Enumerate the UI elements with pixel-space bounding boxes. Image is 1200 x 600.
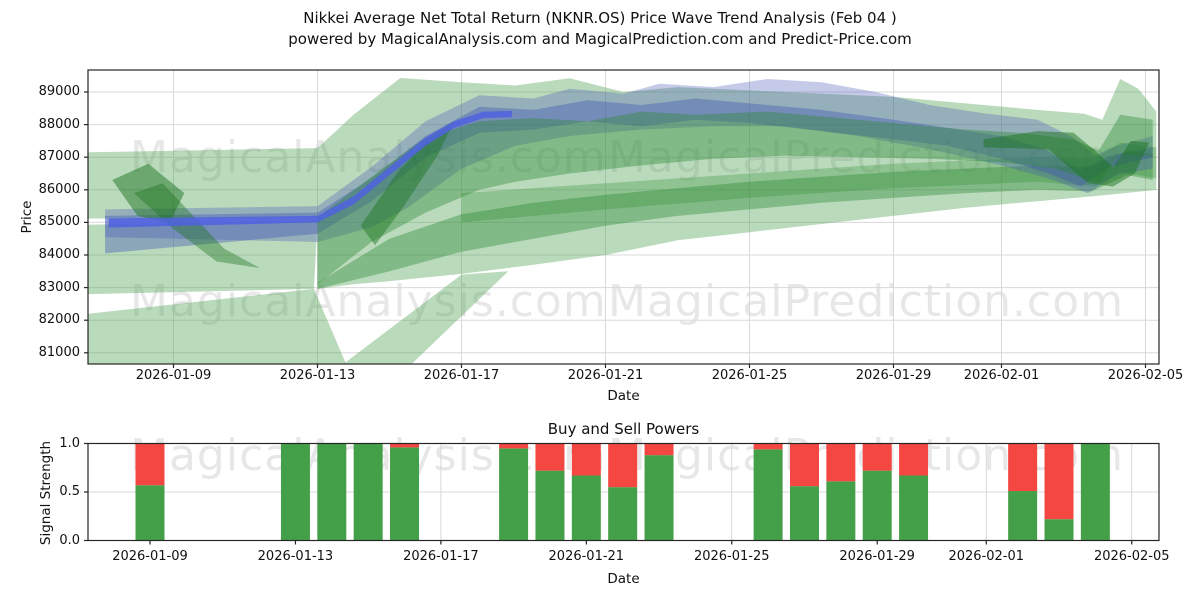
bar-buy-2026-01-27 (789, 486, 819, 541)
bar-sell-2026-01-21 (571, 443, 601, 476)
price-tick-marks (84, 91, 1147, 368)
bar-buy-2026-01-28 (826, 481, 856, 541)
date-axis-label-top: Date (607, 388, 640, 404)
price-ytick-81000: 81000 (38, 344, 80, 360)
bar-buy-2026-02-02 (1008, 491, 1038, 541)
band-green-medium-central (317, 111, 1153, 285)
signal-chart-title: Buy and Sell Powers (547, 420, 700, 438)
price-xtick-2026-01-13: 2026-01-13 (279, 368, 356, 383)
signal-xtick-2026-01-25: 2026-01-25 (693, 549, 770, 564)
signal-xtick-2026-02-05: 2026-02-05 (1093, 549, 1170, 564)
date-axis-label-bottom: Date (607, 571, 640, 587)
price-ytick-84000: 84000 (38, 247, 80, 262)
bar-buy-2026-01-16 (390, 447, 420, 541)
band-green-light-bottom-wedge (343, 271, 509, 364)
trend-wave-bands (88, 78, 1157, 364)
signal-xtick-2026-01-17: 2026-01-17 (403, 549, 479, 564)
price-ytick-87000: 87000 (38, 149, 80, 165)
bar-sell-2026-01-29 (862, 443, 892, 471)
band-green-dark-left-tail (133, 183, 260, 268)
signal-tick-marks (84, 442, 1133, 545)
bar-sell-2026-01-22 (608, 443, 638, 488)
bar-sell-2026-01-09 (135, 443, 165, 486)
price-ytick-86000: 86000 (38, 181, 80, 197)
bar-buy-2026-01-21 (571, 475, 601, 541)
bar-buy-2026-01-19 (499, 448, 529, 541)
signal-ytick-0.5: 0.5 (59, 484, 80, 499)
price-plot-border (87, 69, 1160, 365)
bar-sell-2026-01-26 (753, 443, 783, 450)
signal-xtick-2026-01-13: 2026-01-13 (257, 549, 334, 564)
price-ytick-89000: 89000 (38, 84, 80, 99)
bar-buy-2026-01-13 (280, 443, 310, 541)
bar-buy-2026-02-04 (1080, 443, 1110, 541)
band-green-dark-right-knot (983, 131, 1150, 187)
bar-sell-2026-01-19 (499, 443, 529, 449)
band-green-dark-left-diamond (112, 163, 185, 223)
bar-sell-2026-01-28 (826, 443, 856, 482)
price-ytick-85000: 85000 (38, 214, 80, 230)
bar-buy-2026-01-14 (317, 443, 347, 541)
price-xtick-2026-01-21: 2026-01-21 (567, 368, 644, 383)
signal-xtick-2026-01-09: 2026-01-09 (112, 549, 188, 564)
bar-buy-2026-01-26 (753, 449, 783, 541)
bar-buy-2026-01-30 (899, 475, 929, 541)
band-blue-light-envelope (105, 79, 1153, 242)
price-xtick-2026-01-29: 2026-01-29 (855, 368, 932, 383)
bar-sell-2026-02-02 (1008, 443, 1038, 492)
signal-ytick-1.0: 1.0 (59, 435, 80, 451)
band-green-light-mid-right (461, 142, 1157, 223)
band-green-light-left-low (88, 288, 347, 364)
band-green-medium-diagonal (317, 150, 1153, 289)
bar-sell-2026-01-20 (535, 443, 565, 471)
bar-sell-2026-02-03 (1044, 443, 1074, 520)
bar-sell-2026-01-30 (899, 443, 929, 476)
bar-sell-2026-01-23 (644, 443, 674, 456)
band-green-light-left-mid (88, 220, 318, 295)
price-xtick-2026-01-09: 2026-01-09 (135, 368, 212, 383)
signal-xtick-2026-01-29: 2026-01-29 (839, 549, 915, 564)
band-green-dark-rise-streak (360, 121, 455, 246)
bar-sell-2026-01-27 (789, 443, 819, 487)
signal-xtick-2026-01-21: 2026-01-21 (548, 549, 625, 564)
bar-buy-2026-01-20 (535, 470, 565, 541)
buy-sell-bars (135, 443, 1110, 541)
bar-buy-2026-01-29 (862, 470, 892, 541)
price-xtick-2026-02-01: 2026-02-01 (963, 368, 1040, 383)
bar-sell-2026-01-16 (390, 443, 420, 448)
signal-xtick-2026-02-01: 2026-02-01 (948, 549, 1025, 564)
price-grid (88, 70, 1159, 364)
bar-buy-2026-01-22 (608, 487, 638, 541)
price-ytick-83000: 83000 (38, 279, 80, 295)
price-xtick-2026-02-05: 2026-02-05 (1107, 368, 1184, 383)
price-ytick-88000: 88000 (38, 116, 80, 132)
band-blue-medium-band (105, 98, 1153, 254)
bar-buy-2026-01-23 (644, 455, 674, 541)
signal-ytick-0.0: 0.0 (59, 532, 80, 548)
price-xtick-2026-01-25: 2026-01-25 (711, 368, 788, 383)
figure-title-line1: Nikkei Average Net Total Return (NKNR.OS… (303, 9, 897, 27)
price-xtick-2026-01-17: 2026-01-17 (423, 368, 500, 383)
band-green-light-envelope (317, 78, 1157, 289)
bar-buy-2026-01-09 (135, 485, 165, 541)
bar-buy-2026-02-03 (1044, 519, 1074, 541)
bar-buy-2026-01-15 (353, 443, 383, 541)
price-ytick-82000: 82000 (38, 312, 80, 328)
figure-title-line2: powered by MagicalAnalysis.com and Magic… (288, 30, 912, 48)
